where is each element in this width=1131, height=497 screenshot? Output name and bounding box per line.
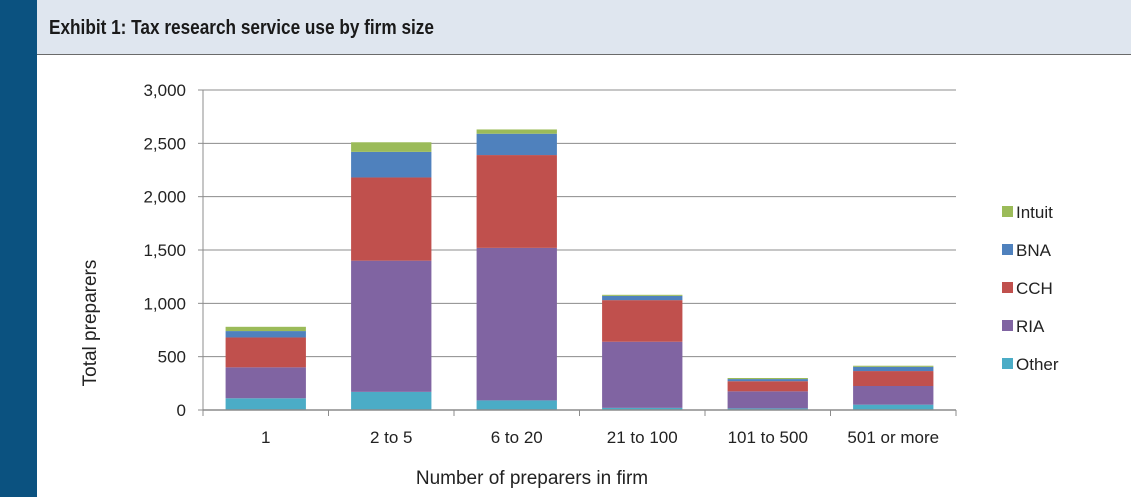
bar-segment-intuit [602,294,683,296]
bar-segment-other [351,391,432,410]
bar-segment-bna [351,151,432,178]
gridlines [203,89,956,358]
bar-segment-cch [225,337,306,368]
bar-segment-bna [476,133,557,156]
x-tick-label: 6 to 20 [491,428,543,447]
y-tick-label: 1,500 [143,241,186,260]
bar-segment-cch [727,381,808,392]
bar-segment-other [727,408,808,410]
legend-label-bna: BNA [1016,241,1052,260]
bar-segment-intuit [225,326,306,332]
bar-segment-cch [602,300,683,342]
bar-segment-ria [225,367,306,399]
bar-segment-intuit [351,142,432,152]
bar-segment-cch [853,371,934,386]
bar-segment-ria [351,260,432,392]
stacked-bar-chart: 0 500 1,000 1,500 2,000 2,500 3,000 1 2 to 5 6 t… [80,81,1059,489]
legend-label-other: Other [1016,355,1059,374]
legend-label-ria: RIA [1016,317,1045,336]
y-tick-label: 500 [158,348,186,367]
x-tick-label: 501 or more [847,428,939,447]
legend: Intuit BNA CCH RIA Other [1002,203,1059,374]
bar-segment-other [476,400,557,410]
bar-segment-intuit [853,365,934,367]
bar-segment-bna [225,331,306,338]
x-axis: 1 2 to 5 6 to 20 21 to 100 101 to 500 501 or … [202,409,957,447]
bar-segment-bna [727,379,808,382]
bar-segment-intuit [727,378,808,380]
legend-label-cch: CCH [1016,279,1053,298]
bar-segment-ria [602,341,683,408]
bar-segment-bna [602,295,683,301]
legend-swatch-cch [1002,282,1013,293]
y-axis: 0 500 1,000 1,500 2,000 2,500 3,000 [143,81,204,420]
bar-segment-bna [853,366,934,372]
y-tick-label: 2,500 [143,134,186,153]
bar-segment-ria [727,391,808,409]
bar-segment-cch [476,155,557,248]
y-tick-label: 1,000 [143,294,186,313]
legend-swatch-other [1002,358,1013,369]
legend-swatch-bna [1002,244,1013,255]
bar-segment-other [853,404,934,410]
y-tick-label: 2,000 [143,188,186,207]
y-tick-label: 3,000 [143,81,186,100]
x-tick-label: 1 [261,428,270,447]
exhibit-header: Exhibit 1: Tax research service use by f… [37,0,1131,55]
x-tick-label: 21 to 100 [607,428,678,447]
x-axis-label: Number of preparers in firm [416,468,648,489]
accent-side-bar [0,0,37,497]
bar-segment-intuit [476,129,557,134]
bar-segment-cch [351,177,432,261]
legend-swatch-ria [1002,320,1013,331]
y-axis-label: Total preparers [80,260,101,387]
y-tick-label: 0 [177,401,186,420]
x-tick-label: 101 to 500 [728,428,808,447]
legend-label-intuit: Intuit [1016,203,1053,222]
bars [225,129,934,410]
legend-swatch-intuit [1002,206,1013,217]
bar-segment-ria [853,386,934,405]
bar-segment-other [225,398,306,410]
x-tick-label: 2 to 5 [370,428,413,447]
bar-segment-other [602,407,683,410]
bar-segment-ria [476,247,557,401]
exhibit-title: Exhibit 1: Tax research service use by f… [49,17,434,39]
